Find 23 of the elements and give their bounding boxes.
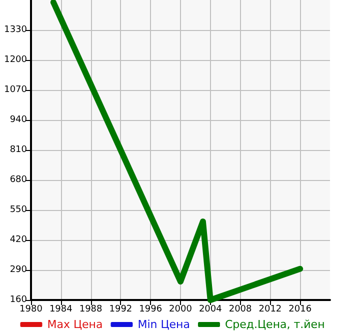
legend-label: Min Цена [138, 318, 190, 331]
y-tick-label: 940 [10, 115, 28, 125]
legend-label: Max Цена [47, 318, 103, 331]
y-tick-label: 1070 [4, 85, 28, 95]
x-tick-label: 1992 [109, 304, 132, 314]
y-tick-label: 1330 [4, 25, 28, 35]
x-tick-label: 1996 [139, 304, 162, 314]
x-tick-label: 2016 [288, 304, 312, 314]
y-tick-label: 810 [10, 145, 28, 155]
x-tick-label: 1988 [79, 304, 103, 314]
x-tick-label: 1984 [49, 304, 73, 314]
x-tick-label: 1980 [20, 304, 43, 314]
y-tick-label: 420 [10, 235, 28, 245]
legend-label: Сред.Цена, т.йен [224, 318, 325, 331]
y-tick-label: 550 [10, 205, 28, 215]
x-tick-label: 2012 [258, 304, 282, 314]
x-tick-label: 2008 [228, 304, 252, 314]
x-tick-label: 2000 [169, 304, 192, 314]
x-tick-label: 2004 [198, 304, 222, 314]
y-tick-label: 290 [10, 265, 28, 275]
y-tick-label: 160 [10, 295, 28, 305]
y-tick-label: 1200 [4, 55, 28, 65]
y-tick-label: 680 [10, 175, 28, 185]
